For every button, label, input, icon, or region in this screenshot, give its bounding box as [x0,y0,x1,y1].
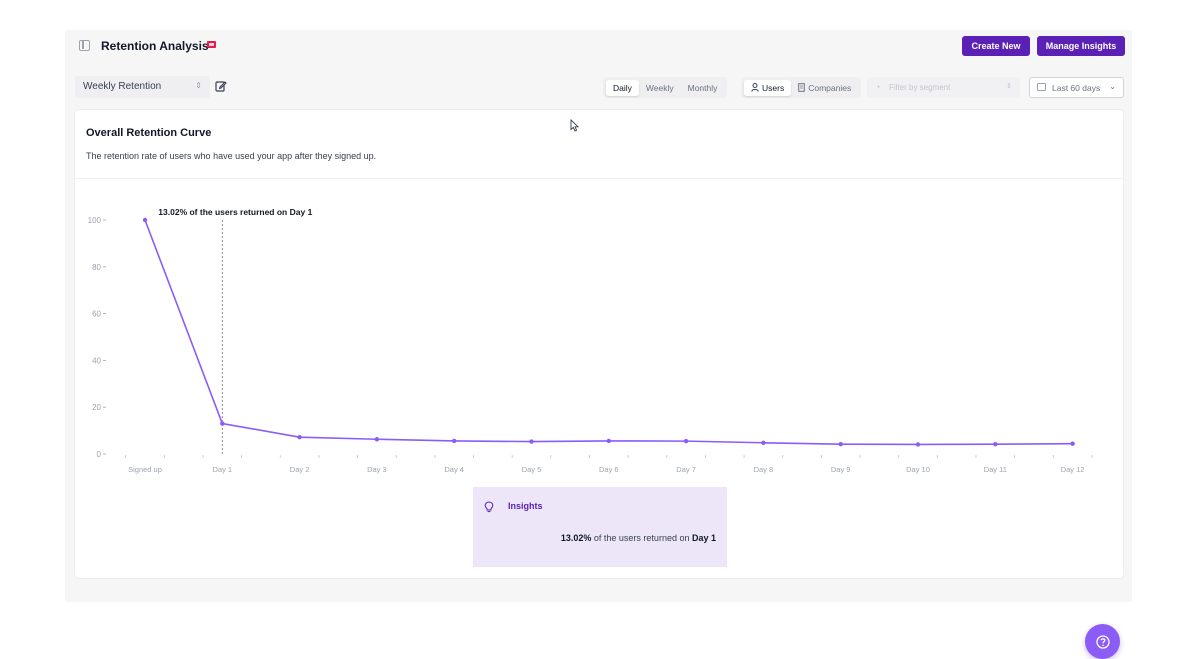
y-tick-label: 100 [88,216,102,225]
insights-label: Insights [508,501,543,511]
manage-insights-button[interactable]: Manage Insights [1037,36,1125,56]
insights-value: 13.02% [560,533,592,543]
user-icon [751,83,759,92]
mouse-cursor-icon [570,119,579,132]
annotation-label: 13.02% of the users returned on Day 1 [158,207,312,217]
x-tick-label: Day 6 [599,465,619,474]
retention-series-line [144,219,1073,446]
calendar-icon [1037,83,1046,91]
report-select-value: Weekly Retention [83,81,162,92]
tab-monthly[interactable]: Monthly [687,82,718,93]
select-chevron-icon: ⇕ [195,81,202,90]
x-tick-label: Day 9 [831,465,851,474]
card-description: The retention rate of users who have use… [86,151,377,161]
entity-tabs: Users Companies [741,77,862,98]
x-tick-label: Day 2 [290,465,310,474]
create-new-button[interactable]: Create New [962,36,1030,56]
x-tick-label: Day 7 [676,465,696,474]
segment-chevron-icon: ⇕ [1006,83,1012,90]
page-title: Retention Analysis [101,39,209,53]
y-tick-label: 80 [92,263,101,272]
report-select[interactable]: Weekly Retention ⇕ [75,76,210,98]
data-point [606,438,611,444]
x-tick-label: Day 4 [444,465,464,474]
x-tick-label: Day 3 [367,465,387,474]
flag-badge-icon [207,41,216,48]
data-point [761,440,766,445]
x-tick-label: Day 1 [213,465,233,474]
card-divider [75,178,1123,179]
question-icon [1095,634,1110,649]
sidebar-toggle-icon[interactable] [79,40,90,51]
data-point [297,434,302,440]
chevron-down-icon: ⌄ [1109,82,1116,91]
y-tick-label: 20 [92,403,101,412]
insights-day: Day 1 [691,533,716,543]
y-tick-label: 60 [92,310,101,319]
toolbar: Weekly Retention ⇕ Daily Weekly Monthly … [65,68,1132,106]
segment-filter-placeholder: Filter by segment [889,83,951,92]
app-window: Retention Analysis Create New Manage Ins… [65,30,1132,659]
tab-users[interactable]: Users [744,79,792,96]
segment-icon: ◔ [875,82,881,92]
retention-line-chart: 100 80 60 40 20 0 Signed up Day 1 Day 2 Day 3 Day … [88,207,1093,474]
retention-curve-card: Overall Retention Curve The retention ra… [75,110,1123,659]
insights-panel: Insights 13.02% of the users returned on… [473,487,727,567]
card-title: Overall Retention Curve [86,127,212,139]
y-tick-label: 40 [92,356,101,365]
x-tick-label: Day 5 [522,465,542,474]
insights-text-mid: of the users returned on [591,533,692,543]
x-tick-label: Day 11 [984,465,1007,474]
data-point [1070,441,1075,446]
data-point [683,438,689,444]
data-point [220,421,225,426]
tab-daily[interactable]: Daily [606,79,639,96]
building-icon [798,83,806,92]
help-button[interactable] [1085,624,1120,659]
tab-companies-label: Companies [808,82,852,93]
date-range-button[interactable]: Last 60 days ⌄ [1029,77,1124,98]
data-point [915,442,921,447]
tab-companies[interactable]: Companies [791,80,858,96]
data-point [142,217,148,223]
data-point [452,438,457,444]
top-bar: Retention Analysis Create New Manage Ins… [65,30,1132,64]
y-tick-label: 0 [97,450,102,459]
x-tick-label: Day 12 [1061,465,1085,474]
data-point [374,437,380,442]
edit-icon[interactable] [215,80,227,92]
data-point [993,441,998,447]
x-tick-label: Day 10 [906,465,930,474]
segment-filter[interactable]: ◔ Filter by segment ⇕ [867,77,1020,98]
data-point [529,439,534,444]
data-point [838,441,843,447]
lightbulb-icon [484,501,494,513]
insights-text: 13.02% of the users returned on Day 1 [561,533,716,543]
tab-weekly[interactable]: Weekly [645,82,674,93]
time-granularity-tabs: Daily Weekly Monthly [603,77,728,98]
tab-users-label: Users [762,82,785,93]
date-range-label: Last 60 days [1052,83,1101,93]
x-tick-label: Signed up [128,465,162,474]
x-tick-label: Day 8 [754,465,774,474]
